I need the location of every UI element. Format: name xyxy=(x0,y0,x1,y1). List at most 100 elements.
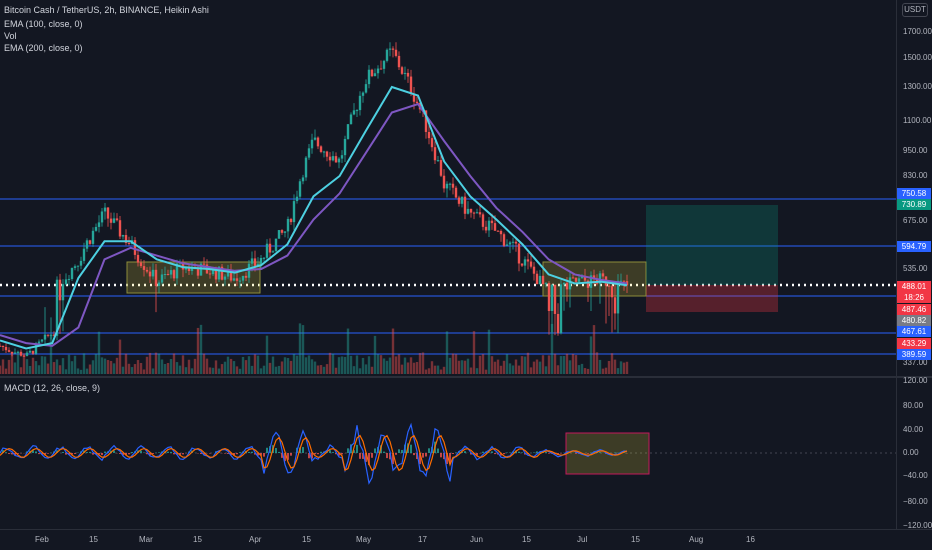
macd-histogram-bar xyxy=(11,453,13,455)
volume-bar xyxy=(217,368,221,374)
indicator-macd-label[interactable]: MACD (12, 26, close, 9) xyxy=(4,383,101,393)
volume-bar xyxy=(604,367,608,374)
candle-body xyxy=(289,218,293,223)
macd-histogram-bar xyxy=(371,453,373,458)
volume-bar xyxy=(472,331,476,374)
volume-bar xyxy=(583,368,587,374)
candle-body xyxy=(202,263,206,265)
price-pane[interactable] xyxy=(0,42,896,374)
volume-bar xyxy=(247,356,251,374)
volume-bar xyxy=(523,356,527,374)
volume-bar xyxy=(76,368,80,374)
macd-histogram-bar xyxy=(239,452,241,453)
volume-bar xyxy=(163,363,167,374)
macd-histogram-bar xyxy=(353,450,355,453)
indicator-ema200-label[interactable]: EMA (200, close, 0) xyxy=(4,43,83,53)
time-tick: 15 xyxy=(193,535,202,544)
macd-histogram-bar xyxy=(230,453,232,455)
candle-body xyxy=(454,187,458,198)
candle-body xyxy=(175,263,179,279)
volume-bar xyxy=(0,365,2,374)
macd-histogram-bar xyxy=(575,453,577,454)
volume-bar xyxy=(55,359,59,374)
candle-body xyxy=(403,72,407,74)
macd-pane[interactable] xyxy=(0,422,896,485)
indicator-ema100-label[interactable]: EMA (100, close, 0) xyxy=(4,19,83,29)
macd-histogram-bar xyxy=(413,453,415,456)
candle-body xyxy=(40,339,44,342)
macd-tick: −40.00 xyxy=(903,471,928,480)
candle-body xyxy=(607,285,611,287)
volume-bar xyxy=(205,358,209,374)
candle-body xyxy=(244,275,248,278)
volume-bar xyxy=(46,363,50,374)
candle-body xyxy=(490,220,494,224)
volume-bar xyxy=(511,365,515,374)
time-tick: Jul xyxy=(577,535,588,544)
volume-bar xyxy=(103,358,107,374)
candle-body xyxy=(301,177,305,182)
macd-histogram-bar xyxy=(254,453,256,455)
candle-body xyxy=(457,197,461,204)
candle-body xyxy=(313,137,317,140)
candle-body xyxy=(376,68,380,74)
price-tick: 535.00 xyxy=(903,264,928,273)
macd-histogram-bar xyxy=(38,453,40,455)
candle-body xyxy=(196,269,200,276)
currency-button[interactable]: USDT xyxy=(902,3,928,17)
volume-bar xyxy=(265,335,269,374)
volume-bar xyxy=(19,367,23,374)
candle-body xyxy=(424,110,428,132)
candle-body xyxy=(55,279,59,336)
pane-separator[interactable] xyxy=(0,376,932,378)
volume-bar xyxy=(10,352,14,374)
time-tick: 15 xyxy=(89,535,98,544)
volume-bar xyxy=(559,356,563,374)
volume-bar xyxy=(325,364,329,374)
volume-bar xyxy=(358,368,362,374)
volume-bar xyxy=(64,369,68,374)
candle-body xyxy=(400,67,404,74)
candle-body xyxy=(484,226,488,231)
last-price-badge: 488.01 xyxy=(897,281,931,292)
volume-bar xyxy=(295,355,299,374)
volume-bar xyxy=(160,359,164,374)
candle-body xyxy=(4,346,8,351)
volume-bar xyxy=(403,357,407,374)
volume-bar xyxy=(490,356,494,374)
candle-body xyxy=(187,266,191,272)
volume-bar xyxy=(244,360,248,374)
volume-bar xyxy=(529,367,533,374)
candle-body xyxy=(160,274,164,283)
candle-body xyxy=(544,283,548,285)
volume-bar xyxy=(532,361,536,374)
macd-histogram-bar xyxy=(536,451,538,453)
macd-histogram-bar xyxy=(308,453,310,459)
volume-bar xyxy=(241,356,245,374)
volume-bar xyxy=(406,362,410,374)
indicator-vol-label[interactable]: Vol xyxy=(4,31,17,41)
price-badge: 480.82 xyxy=(897,315,931,326)
macd-histogram-bar xyxy=(233,453,235,456)
volume-bar xyxy=(433,365,437,374)
volume-bar xyxy=(34,361,38,374)
volume-bar xyxy=(421,352,425,374)
candle-body xyxy=(517,243,521,264)
candle-body xyxy=(31,350,35,354)
volume-bar xyxy=(412,362,416,374)
volume-bar xyxy=(451,353,455,374)
macd-histogram-bar xyxy=(317,453,319,455)
macd-histogram-bar xyxy=(446,453,448,464)
candle-body xyxy=(46,334,50,336)
candle-body xyxy=(388,48,392,50)
macd-histogram-bar xyxy=(461,451,463,453)
candle-body xyxy=(154,269,158,286)
candle-body xyxy=(556,313,560,334)
time-axis-border xyxy=(0,529,932,530)
volume-bar xyxy=(562,356,566,374)
volume-bar xyxy=(157,353,161,374)
price-tick: 1300.00 xyxy=(903,82,932,91)
candle-body xyxy=(118,220,122,237)
price-badge: 467.61 xyxy=(897,326,931,337)
